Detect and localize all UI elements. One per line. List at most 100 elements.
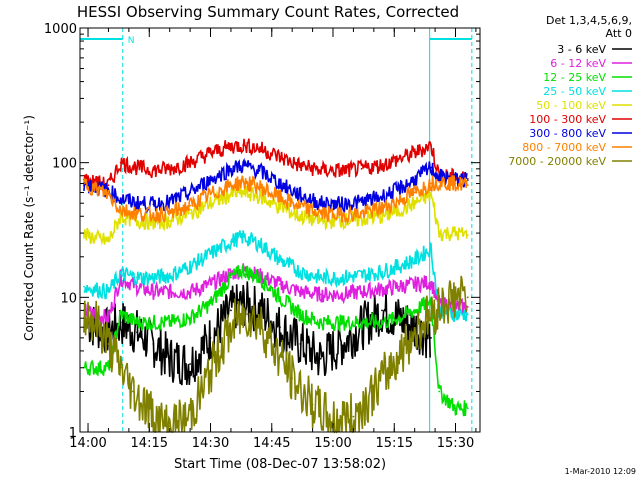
data-point: [454, 296, 457, 299]
data-point: [258, 321, 261, 324]
data-point: [299, 343, 302, 345]
series-line: [83, 185, 468, 246]
marker-label: N: [128, 36, 135, 46]
legend-label: 7000 - 20000 keV: [508, 155, 606, 168]
series-line: [83, 138, 468, 191]
legend-label: 6 - 12 keV: [550, 57, 606, 70]
data-point: [319, 276, 322, 279]
data-point: [168, 212, 171, 215]
data-point: [381, 309, 383, 312]
data-point: [189, 161, 192, 164]
y-tick-label: 100: [52, 157, 77, 172]
data-point: [430, 193, 432, 196]
legend-label: 100 - 300 keV: [529, 113, 606, 126]
data-point: [421, 321, 424, 324]
data-point: [185, 420, 187, 423]
data-point: [168, 290, 171, 293]
data-point: [152, 276, 155, 279]
data-point: [136, 285, 138, 288]
x-tick-label: 14:30: [192, 436, 229, 451]
data-point: [107, 366, 110, 369]
data-point: [209, 283, 212, 286]
data-point: [413, 191, 416, 194]
data-point: [83, 234, 85, 236]
data-point: [299, 290, 302, 293]
data-point: [381, 215, 383, 218]
data-point: [319, 219, 322, 222]
data-point: [279, 258, 281, 261]
data-point: [430, 247, 432, 250]
data-point: [299, 215, 302, 218]
data-point: [107, 290, 110, 293]
data-point: [152, 321, 155, 324]
data-point: [217, 350, 220, 352]
x-tick-label: 14:00: [69, 436, 106, 451]
data-point: [230, 276, 232, 279]
data-point: [189, 265, 192, 268]
data-point: [152, 213, 155, 216]
data-point: [119, 215, 122, 218]
data-point: [454, 407, 457, 410]
data-point: [413, 152, 416, 154]
data-point: [144, 403, 147, 406]
data-point: [258, 186, 261, 188]
series-line: [83, 263, 468, 325]
data-point: [136, 219, 138, 222]
data-point: [209, 178, 212, 181]
data-point: [119, 366, 122, 369]
data-point: [299, 205, 302, 208]
data-point: [136, 321, 138, 324]
x-tick-label: 15:15: [376, 436, 413, 451]
data-point: [438, 180, 441, 183]
data-point: [136, 166, 138, 169]
data-point: [168, 357, 171, 360]
data-point: [360, 274, 363, 277]
data-point: [381, 164, 383, 166]
legend-header-line-1: Det 1,3,4,5,6,9,: [546, 14, 632, 27]
data-point: [340, 321, 343, 324]
data-point: [340, 203, 343, 206]
data-point: [397, 158, 400, 161]
marker-interval: [429, 28, 473, 432]
data-point: [381, 195, 383, 198]
data-point: [466, 313, 469, 316]
data-point: [360, 167, 363, 170]
data-point: [299, 194, 302, 197]
data-point: [340, 169, 343, 172]
data-point: [242, 144, 245, 147]
y-tick-label: 1: [69, 426, 77, 441]
data-point: [156, 420, 159, 423]
data-point: [413, 258, 416, 261]
data-point: [189, 204, 192, 207]
data-point: [442, 302, 445, 305]
data-point: [168, 425, 171, 428]
data-point: [189, 290, 192, 293]
data-point: [279, 156, 281, 158]
x-tick-label: 14:45: [253, 436, 290, 451]
series-4: [83, 185, 469, 246]
series-2: [83, 264, 469, 417]
data-point: [168, 201, 171, 203]
data-point: [299, 313, 302, 316]
data-point: [291, 377, 294, 380]
data-point: [430, 182, 432, 185]
data-point: [381, 270, 383, 273]
data-point: [230, 167, 232, 170]
data-point: [311, 403, 314, 406]
data-point: [397, 285, 400, 288]
data-point: [454, 232, 457, 234]
data-point: [454, 182, 457, 185]
data-point: [352, 415, 355, 418]
data-point: [360, 201, 363, 203]
data-point: [405, 343, 408, 345]
data-point: [152, 169, 155, 172]
data-point: [360, 212, 363, 215]
data-point: [83, 285, 85, 288]
x-tick-label: 15:30: [437, 436, 474, 451]
x-axis: 14:00 14:15 14:30 14:45 15:00 15:15 15:30: [69, 28, 477, 451]
data-point: [340, 213, 343, 216]
data-point: [242, 268, 245, 271]
data-point: [234, 321, 236, 324]
data-point: [189, 363, 192, 365]
series-line: [83, 230, 468, 323]
